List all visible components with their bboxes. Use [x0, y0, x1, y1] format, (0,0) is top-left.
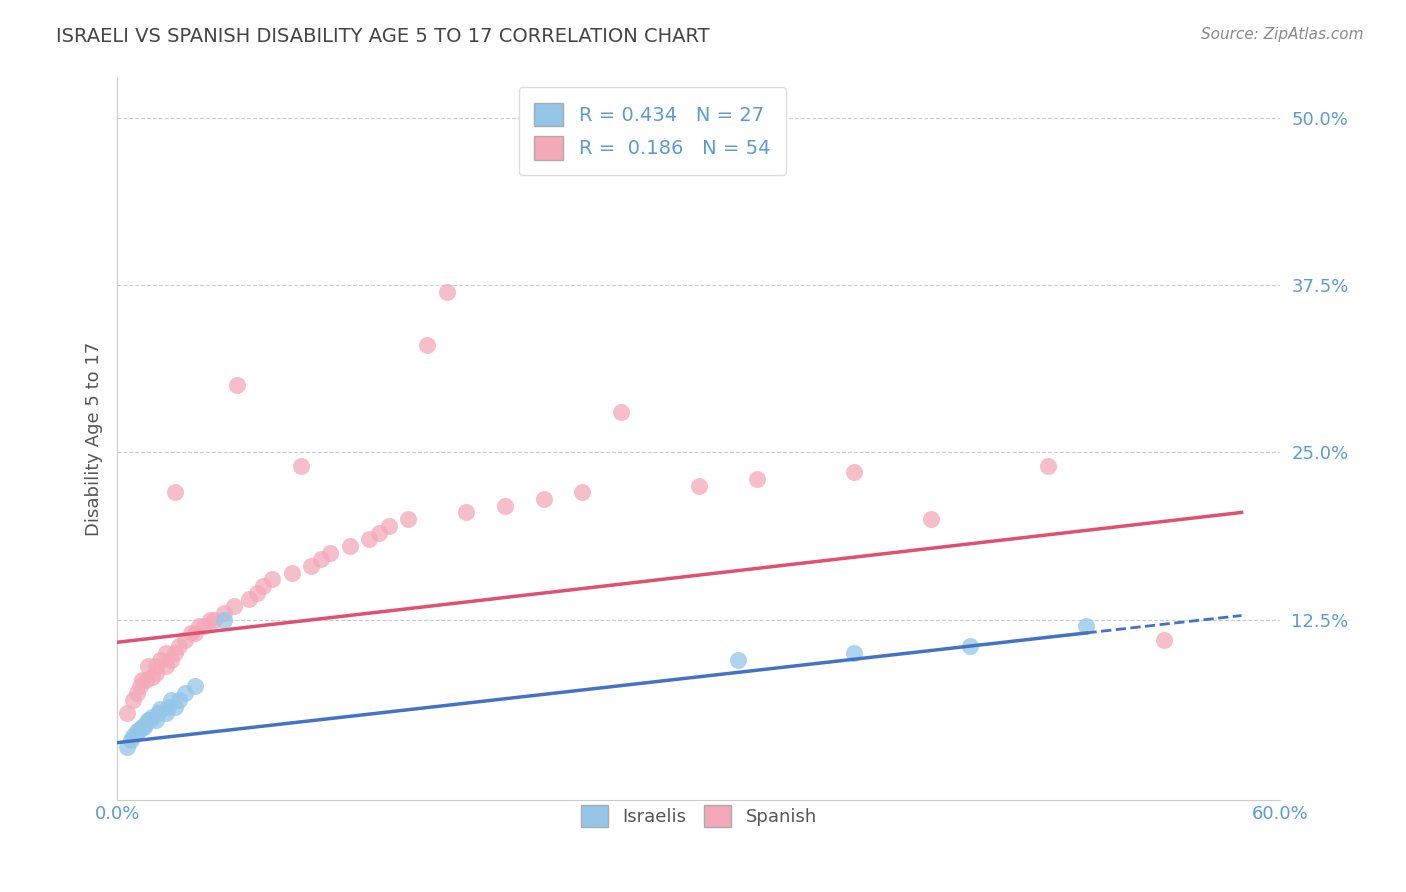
Point [571, 485, 593, 500]
Point [141, 710, 163, 724]
Point [180, 626, 202, 640]
Point [184, 680, 207, 694]
Point [202, 613, 225, 627]
Text: Source: ZipAtlas.com: Source: ZipAtlas.com [1201, 27, 1364, 42]
Point [280, 566, 302, 580]
Point [494, 499, 516, 513]
Point [359, 533, 381, 547]
Point [610, 405, 633, 419]
Point [145, 659, 167, 673]
Point [134, 720, 156, 734]
Point [125, 726, 148, 740]
Point [200, 613, 222, 627]
Point [174, 686, 197, 700]
Point [121, 729, 143, 743]
Point [1153, 632, 1175, 647]
Point [120, 733, 142, 747]
Point [309, 552, 332, 566]
Point [1076, 619, 1098, 633]
Point [396, 512, 419, 526]
Point [155, 646, 177, 660]
Point [920, 512, 942, 526]
Point [121, 693, 143, 707]
Point [1036, 458, 1059, 473]
Point [377, 518, 399, 533]
Point [165, 699, 187, 714]
Point [160, 693, 183, 707]
Point [145, 713, 167, 727]
Point [842, 465, 865, 479]
Point [688, 478, 710, 492]
Point [165, 485, 187, 500]
Point [533, 491, 555, 506]
Point [131, 720, 153, 734]
Point [136, 659, 159, 673]
Point [339, 539, 361, 553]
Point [456, 505, 478, 519]
Point [139, 713, 162, 727]
Point [299, 559, 322, 574]
Point [842, 646, 865, 660]
Point [115, 706, 138, 721]
Point [193, 619, 215, 633]
Point [727, 653, 749, 667]
Point [959, 640, 981, 654]
Point [187, 619, 209, 633]
Point [149, 653, 172, 667]
Point [136, 713, 159, 727]
Point [115, 739, 138, 754]
Point [174, 632, 197, 647]
Point [238, 592, 260, 607]
Y-axis label: Disability Age 5 to 17: Disability Age 5 to 17 [86, 342, 103, 536]
Point [252, 579, 274, 593]
Point [125, 723, 148, 738]
Point [436, 285, 458, 299]
Point [222, 599, 245, 614]
Point [367, 525, 389, 540]
Legend: Israelis, Spanish: Israelis, Spanish [574, 798, 824, 835]
Point [145, 666, 167, 681]
Point [262, 573, 284, 587]
Point [290, 458, 312, 473]
Point [319, 546, 342, 560]
Point [212, 613, 235, 627]
Point [129, 680, 152, 694]
Point [155, 659, 177, 673]
Point [149, 702, 172, 716]
Point [146, 706, 169, 721]
Point [155, 706, 177, 721]
Point [141, 670, 163, 684]
Point [167, 693, 190, 707]
Point [135, 715, 157, 730]
Point [129, 723, 152, 737]
Point [167, 640, 190, 654]
Point [156, 699, 179, 714]
Point [184, 626, 207, 640]
Point [416, 338, 439, 352]
Point [131, 673, 153, 687]
Text: ISRAELI VS SPANISH DISABILITY AGE 5 TO 17 CORRELATION CHART: ISRAELI VS SPANISH DISABILITY AGE 5 TO 1… [56, 27, 710, 45]
Point [745, 472, 768, 486]
Point [226, 378, 249, 392]
Point [212, 606, 235, 620]
Point [135, 673, 157, 687]
Point [160, 653, 183, 667]
Point [125, 686, 148, 700]
Point [246, 586, 269, 600]
Point [165, 646, 187, 660]
